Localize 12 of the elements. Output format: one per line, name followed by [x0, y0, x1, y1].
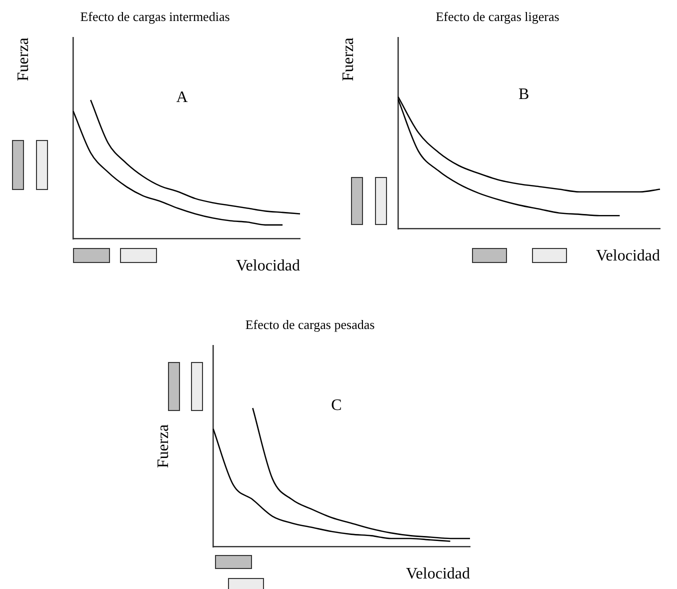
y-axis-title: Fuerza [14, 38, 32, 82]
x-axis-title: Velocidad [596, 248, 660, 265]
annotation: C [331, 397, 342, 414]
chart-title: Efecto de cargas pesadas [245, 317, 375, 332]
x-axis-title: Velocidad [236, 258, 300, 275]
annotation: A [176, 89, 188, 106]
annotation: B [518, 86, 530, 104]
chart-title: Efecto de cargas intermedias [80, 9, 230, 24]
chart-title: Efecto de cargas ligeras [436, 9, 560, 24]
y-axis-title: Fuerza [340, 38, 357, 82]
y-axis-title: Fuerza [154, 424, 172, 468]
x-axis-title: Velocidad [406, 566, 470, 583]
